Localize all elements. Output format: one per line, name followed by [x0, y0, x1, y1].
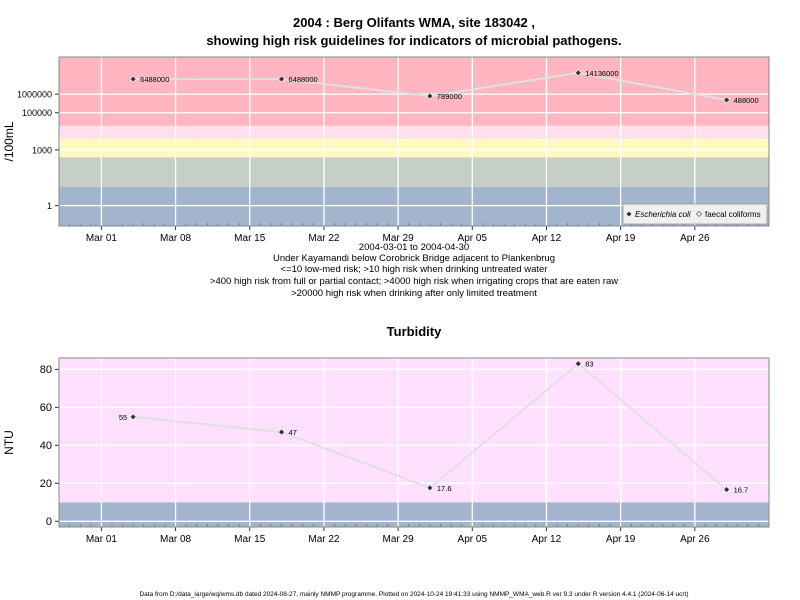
band-4	[59, 125, 769, 139]
x-tick-label: Mar 08	[160, 534, 192, 545]
x-tick-label: Mar 15	[234, 233, 266, 244]
x-tick-label: Apr 19	[606, 233, 636, 244]
x-tick-label: Mar 29	[383, 233, 415, 244]
legend-box	[622, 203, 768, 225]
data-label: 488000	[734, 96, 759, 105]
data-label: 6488000	[140, 75, 169, 84]
x-tick-label: Mar 29	[383, 534, 415, 545]
data-point	[129, 413, 137, 421]
x-tick-label: Apr 05	[458, 233, 488, 244]
y-tick-label: 1	[47, 201, 52, 211]
y-tick-label: 100000	[22, 108, 52, 118]
x-tick-label: Apr 19	[606, 534, 636, 545]
plot-frame	[58, 56, 770, 227]
subtitle-line-4: >400 high risk from full or partial cont…	[210, 276, 618, 287]
data-label: 16.7	[734, 486, 749, 495]
chart-title-line-1: 2004 : Berg Olifants WMA, site 183042 ,	[293, 15, 535, 30]
data-point	[278, 428, 285, 436]
subtitle-line-5: >20000 high risk when drinking after onl…	[291, 288, 537, 299]
x-tick-label: Apr 12	[532, 534, 562, 545]
x-tick-label: Mar 01	[86, 233, 118, 244]
band-1	[59, 502, 769, 527]
data-point	[574, 69, 582, 77]
x-tick-label: Mar 22	[308, 534, 340, 545]
y-tick-label: 40	[40, 440, 52, 452]
y-axis-label: NTU	[2, 430, 16, 455]
data-point	[278, 75, 285, 83]
band-5	[59, 57, 769, 126]
data-point	[426, 92, 434, 100]
y-tick-label: 1000000	[17, 90, 52, 100]
turbidity-title: Turbidity	[387, 324, 442, 339]
legend-marker-e-coli	[626, 211, 632, 217]
x-tick-label: Mar 08	[160, 233, 192, 244]
data-point	[129, 75, 137, 83]
y-axis-label: /100mL	[2, 121, 16, 161]
x-tick-label: Apr 12	[532, 233, 562, 244]
subtitle-block: 2004-03-01 to 2004-04-30 Under Kayamandi…	[210, 242, 618, 299]
data-label: 83	[585, 360, 593, 369]
band-2	[59, 157, 769, 188]
y-tick-label: 0	[46, 516, 52, 528]
x-tick-label: Apr 26	[680, 233, 710, 244]
data-label: 6488000	[289, 75, 318, 84]
data-point	[574, 360, 582, 368]
y-tick-label: 1000	[32, 145, 52, 155]
data-point	[426, 484, 434, 492]
x-tick-label: Mar 22	[308, 233, 340, 244]
band-2	[59, 358, 769, 503]
legend: Escherichia coli faecal coliforms	[622, 203, 768, 225]
y-tick-label: 60	[40, 402, 52, 414]
chart-title-line-2: showing high risk guidelines for indicat…	[206, 33, 621, 48]
data-label: 789000	[437, 92, 462, 101]
turbidity-panel: Mar 01 Mar 08 Mar 15 Mar 22 Mar 29 Apr 05 Apr …	[2, 357, 770, 545]
subtitle-line-1: 2004-03-01 to 2004-04-30	[359, 242, 469, 253]
data-point	[723, 486, 731, 494]
x-tick-label: Mar 01	[86, 534, 118, 545]
y-tick-label: 20	[40, 478, 52, 490]
footer-note: Data from D:/data_large/wq/wms.db dated …	[139, 591, 688, 598]
subtitle-line-3: <=10 low-med risk; >10 high risk when dr…	[281, 264, 548, 275]
legend-label-e-coli: Escherichia coli	[635, 210, 691, 219]
band-3	[59, 138, 769, 158]
data-point	[723, 96, 731, 104]
x-tick-label: Apr 05	[458, 534, 488, 545]
data-label: 17.6	[437, 484, 452, 493]
y-tick-label: 80	[40, 364, 52, 376]
legend-label-faecal-coliforms: faecal coliforms	[705, 210, 761, 219]
x-tick-label: Mar 15	[234, 534, 266, 545]
subtitle-line-2: Under Kayamandi below Corobrick Bridge a…	[273, 253, 555, 264]
bacteria-panel: Mar 01 Mar 08 Mar 15 Mar 22 Mar 29 Apr 05 Apr …	[2, 56, 770, 244]
data-label: 14136000	[585, 69, 618, 78]
data-label: 55	[119, 413, 127, 422]
x-tick-label: Apr 26	[680, 534, 710, 545]
data-label: 47	[289, 428, 297, 437]
plot-frame	[58, 357, 770, 528]
legend-marker-faecal-coliforms	[696, 211, 702, 217]
